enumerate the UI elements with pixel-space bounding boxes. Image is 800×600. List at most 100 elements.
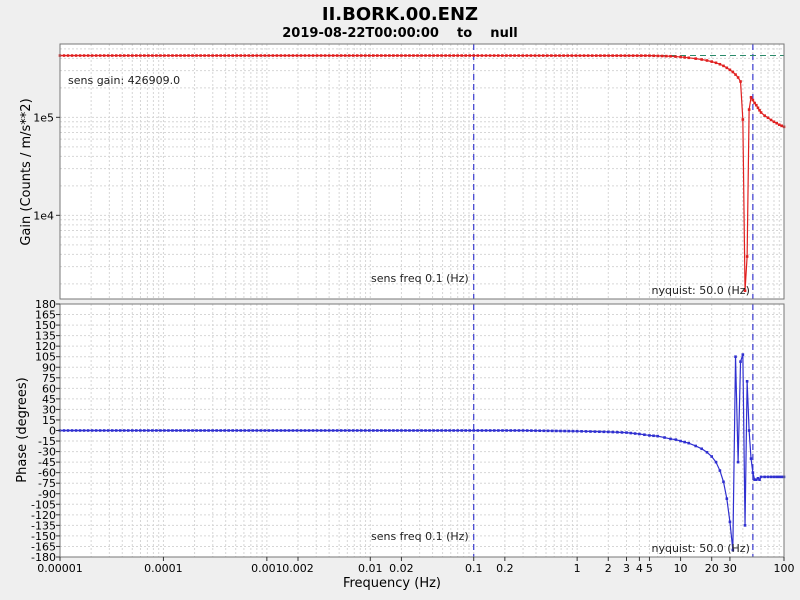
- phase-data-point: [488, 429, 492, 432]
- phase-data-point: [211, 429, 214, 432]
- gain-data-point: [734, 73, 737, 76]
- phase-data-point: [758, 478, 761, 481]
- gain-data-point: [736, 76, 740, 79]
- gain-data-point: [679, 55, 682, 59]
- gain-data-point: [468, 54, 471, 57]
- xtick-label: 100: [774, 562, 795, 575]
- gain-data-point: [652, 54, 655, 58]
- gain-data-point: [319, 54, 323, 57]
- phase-data-point: [303, 429, 307, 432]
- xtick-label: 2: [605, 562, 612, 575]
- phase-ytick-label: 75: [42, 372, 56, 385]
- gain-data-point: [118, 54, 122, 57]
- gain-data-point: [769, 118, 773, 122]
- gain-data-point: [287, 54, 291, 57]
- gain-data-point: [331, 54, 335, 57]
- gain-data-point: [408, 54, 411, 57]
- phase-data-point: [319, 429, 323, 432]
- gain-data-point: [163, 54, 166, 57]
- phase-data-point: [135, 429, 138, 432]
- gain-data-point: [74, 54, 78, 57]
- gain-data-point: [424, 54, 427, 57]
- phase-data-point: [550, 429, 554, 433]
- phase-data-point: [432, 429, 435, 432]
- phase-data-point: [728, 520, 732, 524]
- phase-data-point: [247, 429, 251, 432]
- gain-data-point: [755, 103, 758, 107]
- gain-nyquist-annotation: nyquist: 50.0 (Hz): [652, 284, 750, 297]
- gain-data-point: [777, 123, 781, 127]
- gain-data-point: [644, 54, 647, 57]
- gain-data-point: [460, 54, 463, 57]
- phase-ytick-label: 180: [35, 298, 56, 311]
- gain-data-point: [758, 108, 761, 112]
- phase-data-point: [295, 429, 299, 432]
- gain-data-point: [311, 54, 315, 57]
- phase-data-point: [102, 429, 106, 432]
- phase-data-point: [567, 429, 571, 433]
- gain-data-point: [62, 54, 66, 57]
- gain-data-point: [648, 54, 651, 57]
- gain-data-point: [763, 114, 766, 117]
- gain-data-point: [710, 60, 714, 63]
- phase-data-point: [525, 429, 529, 432]
- phase-data-point: [731, 548, 735, 552]
- gain-data-point: [639, 54, 643, 57]
- phase-data-point: [195, 429, 198, 432]
- xtick-label: 4: [636, 562, 643, 575]
- phase-ytick-label: 15: [42, 414, 56, 427]
- gain-data-point: [384, 54, 387, 57]
- phase-data-point: [243, 429, 247, 432]
- phase-data-point: [505, 429, 508, 432]
- phase-data-point: [207, 429, 210, 432]
- gain-data-point: [718, 62, 722, 66]
- chart-subtitle: 2019-08-22T00:00:00 to null: [282, 26, 518, 41]
- gain-data-point: [603, 54, 606, 57]
- gain-data-point: [741, 118, 745, 121]
- phase-ytick-label: 45: [42, 393, 56, 406]
- gain-data-point: [436, 54, 439, 57]
- phase-data-point: [311, 429, 315, 432]
- phase-data-point: [122, 429, 126, 432]
- gain-data-point: [545, 54, 549, 57]
- phase-data-point: [151, 429, 154, 432]
- phase-data-point: [130, 429, 134, 432]
- phase-data-point: [235, 429, 239, 432]
- xtick-label: 0.00001: [37, 562, 83, 575]
- phase-ytick-label: 90: [42, 361, 56, 374]
- gain-data-point: [428, 54, 431, 57]
- xtick-label: 20: [705, 562, 719, 575]
- gain-data-point: [570, 54, 574, 57]
- gain-data-point: [376, 54, 379, 57]
- gain-data-point: [595, 54, 598, 57]
- phase-data-point: [722, 480, 725, 484]
- gain-data-point: [753, 101, 756, 105]
- phase-data-point: [606, 430, 610, 434]
- phase-ytick-label: -15: [38, 435, 56, 448]
- gain-data-point: [635, 54, 639, 57]
- phase-data-point: [777, 475, 781, 479]
- gain-data-point: [674, 55, 677, 58]
- phase-data-point: [315, 429, 319, 432]
- gain-data-point: [525, 54, 529, 57]
- phase-data-point: [766, 475, 770, 479]
- phase-ytick-label: -165: [31, 540, 56, 553]
- phase-data-point: [355, 429, 359, 432]
- phase-data-point: [584, 430, 588, 433]
- phase-data-point: [118, 429, 122, 432]
- gain-data-point: [440, 54, 443, 57]
- phase-data-point: [747, 429, 751, 432]
- gain-data-point: [412, 54, 415, 57]
- gain-data-point: [380, 54, 383, 57]
- phase-data-point: [480, 429, 484, 432]
- phase-data-point: [714, 460, 718, 464]
- gain-data-point: [404, 54, 407, 57]
- gain-data-point: [195, 54, 198, 57]
- phase-data-point: [376, 429, 379, 432]
- phase-data-point: [139, 429, 142, 432]
- xtick-label: 30: [723, 562, 737, 575]
- gain-data-point: [700, 58, 703, 61]
- gain-data-point: [590, 54, 594, 57]
- gain-data-point: [351, 54, 355, 57]
- phase-data-point: [625, 431, 628, 434]
